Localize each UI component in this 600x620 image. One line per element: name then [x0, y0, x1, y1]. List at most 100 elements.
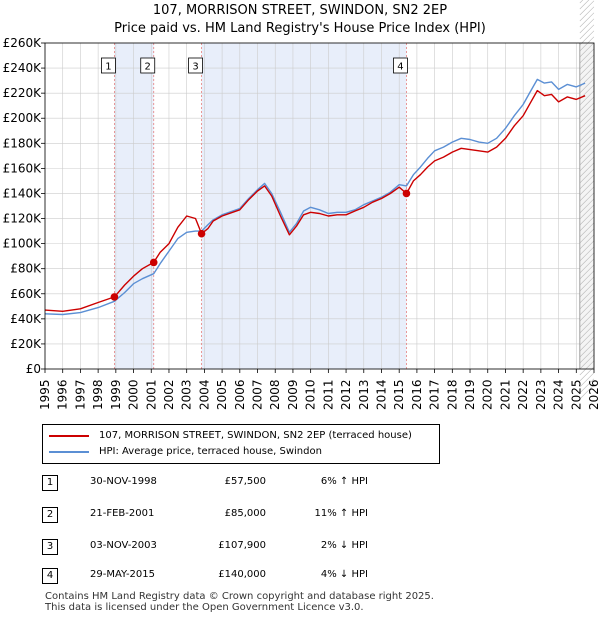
- price-chart: 1 2 3 4 £0 £20K £40K £60K £80K £100K £120K £140K £1…: [3, 0, 600, 410]
- y-tick-label: £180K: [3, 136, 43, 150]
- forecast-hatch: [579, 0, 595, 16]
- forecast-hatch: [579, 36, 595, 52]
- forecast-hatch: [579, 198, 595, 214]
- legend-label-property: 107, MORRISON STREET, SWINDON, SN2 2EP (…: [99, 430, 412, 441]
- x-tick-label: 2006: [233, 379, 247, 410]
- sale-price: £107,900: [218, 540, 266, 551]
- sale-marker-box: [101, 57, 116, 74]
- x-tick-label: 2015: [392, 379, 406, 410]
- chart-title: 107, MORRISON STREET, SWINDON, SN2 2EP P…: [0, 2, 600, 38]
- y-tick-label: £260K: [3, 36, 43, 50]
- forecast-hatch: [579, 102, 595, 118]
- forecast-hatch: [579, 42, 595, 58]
- forecast-hatch: [579, 132, 595, 148]
- forecast-hatch: [579, 114, 595, 130]
- y-tick-label: £220K: [3, 86, 43, 100]
- forecast-hatch: [579, 252, 595, 268]
- forecast-hatch: [579, 138, 595, 154]
- sale-marker-label: 1: [105, 62, 111, 73]
- forecast-hatch: [579, 192, 595, 208]
- x-tick-label: 2017: [428, 379, 442, 410]
- forecast-hatch: [579, 24, 595, 40]
- legend-swatch-property: [49, 435, 89, 437]
- x-tick-label: 2004: [197, 379, 211, 410]
- x-tick-label: 2019: [463, 379, 477, 410]
- x-tick-label: 2013: [357, 379, 371, 410]
- sale-hpi-diff: 2% ↓ HPI: [320, 540, 368, 551]
- forecast-hatch: [579, 354, 595, 370]
- forecast-hatch: [579, 222, 595, 238]
- sale-row: 3 03-NOV-2003 £107,900 2% ↓ HPI: [42, 537, 562, 557]
- forecast-hatch: [579, 144, 595, 160]
- forecast-hatch: [579, 150, 595, 166]
- sale-price: £57,500: [224, 476, 266, 487]
- y-tick-label: £140K: [3, 186, 43, 200]
- forecast-hatch: [579, 342, 595, 358]
- sale-price: £140,000: [218, 569, 266, 580]
- forecast-hatch: [579, 360, 595, 376]
- y-tick-label: £200K: [3, 111, 43, 125]
- x-tick-label: 2000: [127, 379, 141, 410]
- sale-hpi-diff: 11% ↑ HPI: [314, 508, 368, 519]
- x-tick-label: 2008: [268, 379, 282, 410]
- forecast-hatch: [579, 18, 595, 34]
- legend-label-hpi: HPI: Average price, terraced house, Swin…: [99, 446, 322, 457]
- forecast-hatch: [579, 318, 595, 334]
- sale-marker-label: 3: [192, 62, 198, 73]
- forecast-hatch: [579, 384, 595, 400]
- sale-marker-label: 2: [145, 62, 151, 73]
- forecast-hatch: [579, 96, 595, 112]
- sale-marker-label: 4: [397, 62, 403, 73]
- x-tick-label: 1996: [56, 379, 70, 410]
- forecast-hatch: [579, 264, 595, 280]
- sale-price: £85,000: [224, 508, 266, 519]
- x-tick-label: 2020: [481, 379, 495, 410]
- forecast-hatch: [579, 108, 595, 124]
- sale-row: 2 21-FEB-2001 £85,000 11% ↑ HPI: [42, 505, 562, 525]
- chart-title-line1: 107, MORRISON STREET, SWINDON, SN2 2EP: [152, 3, 448, 18]
- x-tick-label: 2012: [339, 379, 353, 410]
- sale-date: 29-MAY-2015: [90, 569, 156, 580]
- sale-marker-box: [393, 57, 408, 74]
- forecast-hatch: [579, 294, 595, 310]
- x-tick-label: 1998: [91, 379, 105, 410]
- y-tick-label: £40K: [10, 312, 42, 326]
- sale-point: [110, 293, 119, 301]
- x-tick-label: 2025: [569, 379, 583, 410]
- sale-number-box: 2: [42, 507, 58, 523]
- forecast-hatch: [579, 210, 595, 226]
- x-tick-label: 2021: [498, 379, 512, 410]
- y-tick-label: £120K: [3, 212, 43, 226]
- sale-hpi-diff: 6% ↑ HPI: [320, 476, 368, 487]
- forecast-hatch: [579, 66, 595, 82]
- sale-points: [110, 189, 411, 301]
- x-tick-label: 2009: [286, 379, 300, 410]
- forecast-region: [579, 0, 595, 400]
- forecast-hatch: [579, 90, 595, 106]
- forecast-hatch: [579, 168, 595, 184]
- forecast-hatch: [579, 276, 595, 292]
- sale-marker-box: [140, 57, 156, 74]
- sale-date: 21-FEB-2001: [90, 508, 155, 519]
- series-line-hpi: [44, 78, 586, 316]
- forecast-hatch: [579, 348, 595, 364]
- forecast-hatch: [579, 306, 595, 322]
- sale-point: [197, 229, 206, 238]
- forecast-hatch: [579, 282, 595, 298]
- shaded-ranges: [114, 43, 407, 369]
- x-tick-label: 2016: [410, 379, 424, 410]
- x-tick-label: 2023: [534, 379, 548, 410]
- x-tick-label: 2024: [552, 379, 566, 410]
- forecast-hatch: [579, 0, 584, 4]
- sale-hpi-diff: 4% ↓ HPI: [320, 569, 368, 580]
- sale-marker-boxes: 1 2 3 4: [101, 57, 408, 74]
- footer-attribution: Contains HM Land Registry data © Crown c…: [45, 591, 434, 613]
- forecast-hatch: [579, 246, 595, 262]
- sale-row: 4 29-MAY-2015 £140,000 4% ↓ HPI: [42, 566, 562, 586]
- x-tick-label: 1999: [109, 379, 123, 410]
- sale-point: [149, 258, 158, 267]
- forecast-hatch: [579, 120, 595, 136]
- x-tick-label: 2018: [445, 379, 459, 410]
- forecast-hatch: [579, 78, 595, 94]
- forecast-hatch: [579, 12, 595, 28]
